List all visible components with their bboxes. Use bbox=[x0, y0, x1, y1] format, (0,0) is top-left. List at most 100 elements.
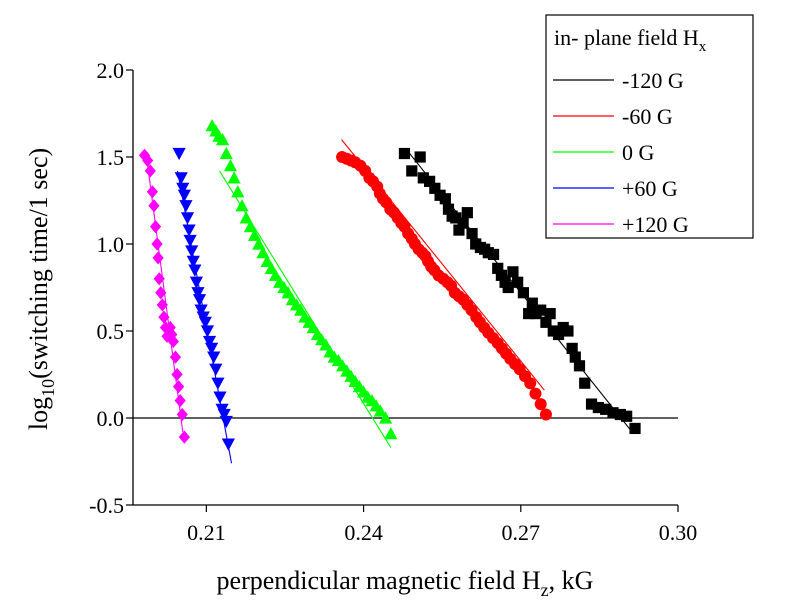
data-point-120g bbox=[600, 403, 612, 415]
data-point-60g bbox=[213, 391, 227, 404]
data-point-120g bbox=[167, 334, 179, 349]
data-point-60g bbox=[211, 377, 225, 390]
x-tick-label: 0.27 bbox=[502, 520, 541, 545]
data-markers bbox=[138, 119, 641, 451]
data-point-120g bbox=[453, 224, 465, 236]
y-tick-label: -0.5 bbox=[89, 493, 124, 518]
data-point-120g bbox=[614, 408, 626, 421]
data-point-120g bbox=[523, 308, 535, 320]
legend-label-60g: -60 G bbox=[622, 104, 673, 129]
y-tick-label: 0.0 bbox=[97, 406, 125, 431]
legend-label-120g: +120 G bbox=[622, 212, 689, 237]
axis-ticks: -0.5 0.0 0.5 1.0 1.5 2.0 0.21 0.24 0.27 0.30 bbox=[89, 58, 697, 545]
data-point-120g bbox=[495, 269, 507, 281]
data-point-120g bbox=[535, 304, 547, 316]
data-point-60g bbox=[207, 351, 221, 364]
data-point-0g bbox=[219, 146, 233, 160]
data-point-60g bbox=[189, 276, 204, 289]
data-point-120g bbox=[562, 325, 574, 337]
legend-box bbox=[545, 14, 754, 239]
data-point-60g bbox=[192, 294, 207, 307]
data-point-120g bbox=[540, 316, 552, 328]
data-point-0g bbox=[227, 171, 241, 184]
data-point-60g bbox=[217, 408, 231, 422]
x-tick-label: 0.21 bbox=[187, 520, 226, 545]
data-point-120g bbox=[169, 350, 182, 364]
data-point-120g bbox=[487, 248, 500, 261]
data-point-120g bbox=[579, 377, 591, 389]
data-point-120g bbox=[526, 297, 538, 309]
data-point-120g bbox=[142, 153, 154, 168]
legend-label-60g: +60 G bbox=[622, 176, 678, 201]
data-point-120g bbox=[592, 401, 604, 414]
x-axis-title: perpendicular magnetic field Hz, kG bbox=[217, 566, 594, 600]
data-point-120g bbox=[146, 185, 158, 199]
data-point-120g bbox=[152, 251, 164, 265]
data-point-60g bbox=[174, 172, 188, 185]
data-point-0g bbox=[239, 211, 253, 224]
data-point-120g bbox=[442, 203, 455, 215]
data-point-120g bbox=[164, 320, 176, 335]
data-point-120g bbox=[156, 298, 168, 312]
data-point-120g bbox=[585, 398, 598, 410]
data-point-120g bbox=[148, 199, 160, 213]
y-axis-title: log10(switching time/1 sec) bbox=[24, 148, 58, 430]
legend-entries: -120 G -60 G 0 G +60 G +120 G bbox=[553, 68, 689, 237]
data-point-120g bbox=[439, 193, 451, 205]
data-point-120g bbox=[178, 430, 190, 444]
data-point-60g bbox=[185, 245, 199, 258]
data-point-120g bbox=[517, 287, 530, 299]
y-tick-label: 0.5 bbox=[97, 319, 125, 344]
data-point-120g bbox=[629, 422, 641, 435]
data-point-60g bbox=[186, 255, 200, 268]
data-point-60g bbox=[534, 398, 547, 411]
data-point-120g bbox=[507, 266, 519, 278]
data-point-60g bbox=[221, 438, 235, 451]
x-tick-label: 0.30 bbox=[659, 520, 698, 545]
data-point-60g bbox=[188, 264, 202, 277]
data-point-60g bbox=[180, 212, 195, 225]
data-point-120g bbox=[450, 212, 462, 224]
data-point-60g bbox=[172, 147, 186, 161]
data-point-0g bbox=[216, 133, 230, 146]
data-point-60g bbox=[176, 182, 190, 195]
data-point-120g bbox=[172, 380, 185, 394]
data-point-60g bbox=[202, 335, 217, 349]
data-point-120g bbox=[607, 407, 619, 419]
data-point-0g bbox=[252, 237, 266, 250]
data-point-60g bbox=[183, 234, 197, 248]
data-point-0g bbox=[223, 159, 238, 172]
data-point-0g bbox=[256, 246, 270, 259]
legend: in- plane field Hx -120 G -60 G 0 G +60 G +1… bbox=[545, 14, 754, 239]
data-point-60g bbox=[191, 287, 205, 300]
data-point-120g bbox=[573, 360, 586, 372]
data-point-60g bbox=[524, 377, 537, 390]
data-point-120g bbox=[502, 281, 514, 294]
data-point-120g bbox=[466, 227, 478, 240]
data-point-0g bbox=[373, 404, 387, 417]
y-tick-label: 1.5 bbox=[97, 145, 125, 170]
data-point-60g bbox=[529, 387, 542, 400]
data-point-120g bbox=[461, 207, 473, 219]
data-point-120g bbox=[512, 276, 524, 288]
data-point-120g bbox=[544, 308, 556, 320]
data-point-120g bbox=[155, 286, 167, 300]
data-point-60g bbox=[194, 304, 208, 317]
data-point-60g bbox=[200, 325, 215, 338]
legend-label-0g: 0 G bbox=[622, 140, 655, 165]
data-point-120g bbox=[569, 351, 581, 363]
data-point-120g bbox=[492, 262, 504, 274]
data-point-60g bbox=[198, 316, 212, 329]
data-point-60g bbox=[179, 200, 193, 213]
x-tick-label: 0.24 bbox=[344, 520, 383, 545]
data-point-120g bbox=[414, 151, 426, 163]
legend-label-120g: -120 G bbox=[622, 68, 684, 93]
legend-title: in- plane field Hx bbox=[554, 25, 707, 55]
data-point-120g bbox=[176, 407, 188, 422]
data-point-120g bbox=[174, 394, 186, 408]
data-point-120g bbox=[566, 342, 578, 354]
data-point-120g bbox=[621, 410, 633, 422]
data-point-120g bbox=[417, 172, 429, 184]
data-point-120g bbox=[552, 328, 565, 341]
